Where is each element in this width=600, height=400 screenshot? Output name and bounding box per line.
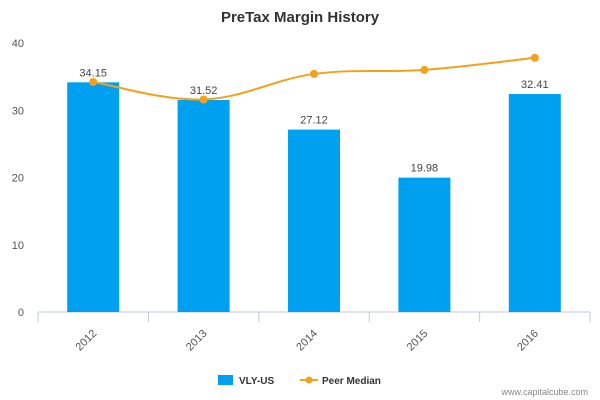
legend-line-marker xyxy=(305,376,313,384)
x-tick-label: 2016 xyxy=(515,328,541,354)
legend-item-line[interactable]: Peer Median xyxy=(300,376,381,387)
y-axis: 0 10 20 30 40 xyxy=(12,38,24,319)
bar-data-label: 32.41 xyxy=(521,79,549,91)
legend-bar-swatch xyxy=(218,375,233,385)
x-tick-label: 2013 xyxy=(184,328,210,354)
bar-data-label: 31.52 xyxy=(190,85,218,97)
bar-series xyxy=(67,82,561,312)
bar[interactable] xyxy=(67,82,120,312)
peer-median-point[interactable] xyxy=(199,95,208,104)
peer-median-line xyxy=(93,56,535,101)
x-tick-label: 2014 xyxy=(294,328,320,354)
bar-data-label: 27.12 xyxy=(300,115,328,127)
legend-bar-label: VLY-US xyxy=(239,376,275,387)
peer-median-point[interactable] xyxy=(89,78,98,87)
y-tick-label: 0 xyxy=(18,307,24,319)
chart-title: PreTax Margin History xyxy=(221,9,380,26)
line-series xyxy=(89,53,539,104)
y-tick-label: 30 xyxy=(12,105,24,117)
bar[interactable] xyxy=(398,177,451,312)
peer-median-point[interactable] xyxy=(420,65,429,74)
x-axis: 2012 2013 2014 2015 2016 xyxy=(37,311,591,354)
y-tick-label: 10 xyxy=(12,240,24,252)
credit-text: www.capitalcube.com xyxy=(500,387,588,397)
data-labels: 34.15 31.52 27.12 19.98 32.41 xyxy=(79,67,548,174)
bar[interactable] xyxy=(288,129,340,312)
y-tick-label: 40 xyxy=(12,38,24,50)
legend-line-label: Peer Median xyxy=(322,376,381,387)
peer-median-point[interactable] xyxy=(530,53,539,62)
legend: VLY-US Peer Median xyxy=(218,375,381,387)
y-tick-label: 20 xyxy=(12,173,24,185)
bar[interactable] xyxy=(177,100,230,312)
bar-data-label: 34.15 xyxy=(79,67,107,79)
bar-data-label: 19.98 xyxy=(411,163,439,175)
legend-item-bar[interactable]: VLY-US xyxy=(218,375,275,387)
x-tick-label: 2012 xyxy=(74,328,100,354)
peer-median-point[interactable] xyxy=(310,69,318,78)
bar[interactable] xyxy=(508,94,561,312)
x-tick-label: 2015 xyxy=(405,328,431,354)
